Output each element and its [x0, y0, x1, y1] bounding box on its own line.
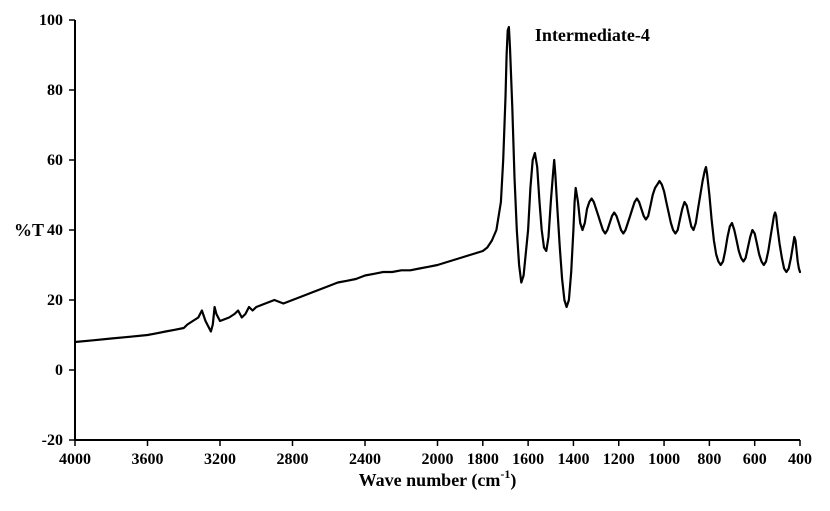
- x-tick-label: 1400: [557, 451, 589, 468]
- y-axis-title: %T: [14, 220, 44, 240]
- ir-spectrum-chart: -20 0 20 40 60 80 100 4000 3600 3200 2800 2400 2000 1…: [0, 0, 830, 506]
- chart-svg: -20 0 20 40 60 80 100 4000 3600 3200 2800 2400 2000 1…: [0, 0, 830, 506]
- y-tick-label: 80: [47, 82, 63, 99]
- x-tick-label: 2800: [277, 451, 309, 468]
- spectrum-line: [75, 27, 800, 342]
- x-tick-label: 1000: [648, 451, 680, 468]
- x-tick-label: 2400: [349, 451, 381, 468]
- y-tick-label: -20: [42, 432, 63, 449]
- x-tick-label: 600: [743, 451, 767, 468]
- x-tick-label: 1200: [603, 451, 635, 468]
- x-tick-label: 1800: [467, 451, 499, 468]
- y-tick-label: 60: [47, 152, 63, 169]
- x-tick-label: 4000: [59, 451, 91, 468]
- y-tick-label: 100: [39, 12, 63, 29]
- x-tick-label: 2000: [422, 451, 454, 468]
- x-tick-label: 3600: [132, 451, 164, 468]
- x-tick-label: 1600: [512, 451, 544, 468]
- y-tick-label: 40: [47, 222, 63, 239]
- x-tick-label: 800: [697, 451, 721, 468]
- x-tick-label: 3200: [204, 451, 236, 468]
- series-annotation: Intermediate-4: [535, 25, 650, 45]
- y-tick-label: 0: [55, 362, 63, 379]
- y-tick-label: 20: [47, 292, 63, 309]
- x-axis-title: Wave number (cm-1): [359, 467, 517, 491]
- x-tick-label: 400: [788, 451, 812, 468]
